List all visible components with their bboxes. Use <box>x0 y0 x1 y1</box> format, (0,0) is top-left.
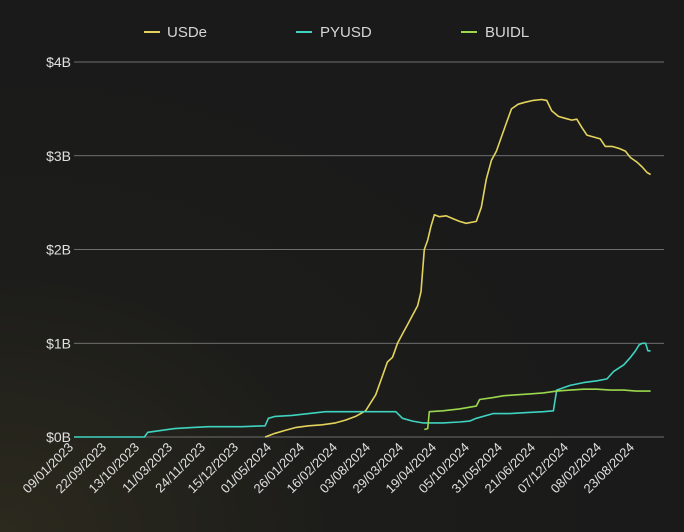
legend: USDe PYUSD BUIDL <box>144 24 529 41</box>
y-tick-label: $2B <box>46 242 71 258</box>
grid <box>74 61 664 438</box>
x-axis: 09/01/202322/09/202313/10/202311/03/2023… <box>19 440 637 497</box>
series-lines <box>74 98 651 438</box>
legend-label-buidl: BUIDL <box>485 24 529 41</box>
legend-item-buidl[interactable]: BUIDL <box>461 24 529 41</box>
y-tick-label: $1B <box>46 335 71 351</box>
series-line-buidl <box>424 388 651 431</box>
legend-label-usde: USDe <box>167 24 207 41</box>
series-line-pyusd <box>74 342 651 438</box>
y-axis: $0B $1B $2B $3B $4B <box>46 54 71 445</box>
legend-item-pyusd[interactable]: PYUSD <box>296 24 372 41</box>
legend-label-pyusd: PYUSD <box>320 24 372 41</box>
legend-item-usde[interactable]: USDe <box>144 24 207 41</box>
y-tick-label: $3B <box>46 148 71 164</box>
y-tick-label: $0B <box>46 429 71 445</box>
series-line-usde <box>264 98 651 438</box>
y-tick-label: $4B <box>46 54 71 70</box>
